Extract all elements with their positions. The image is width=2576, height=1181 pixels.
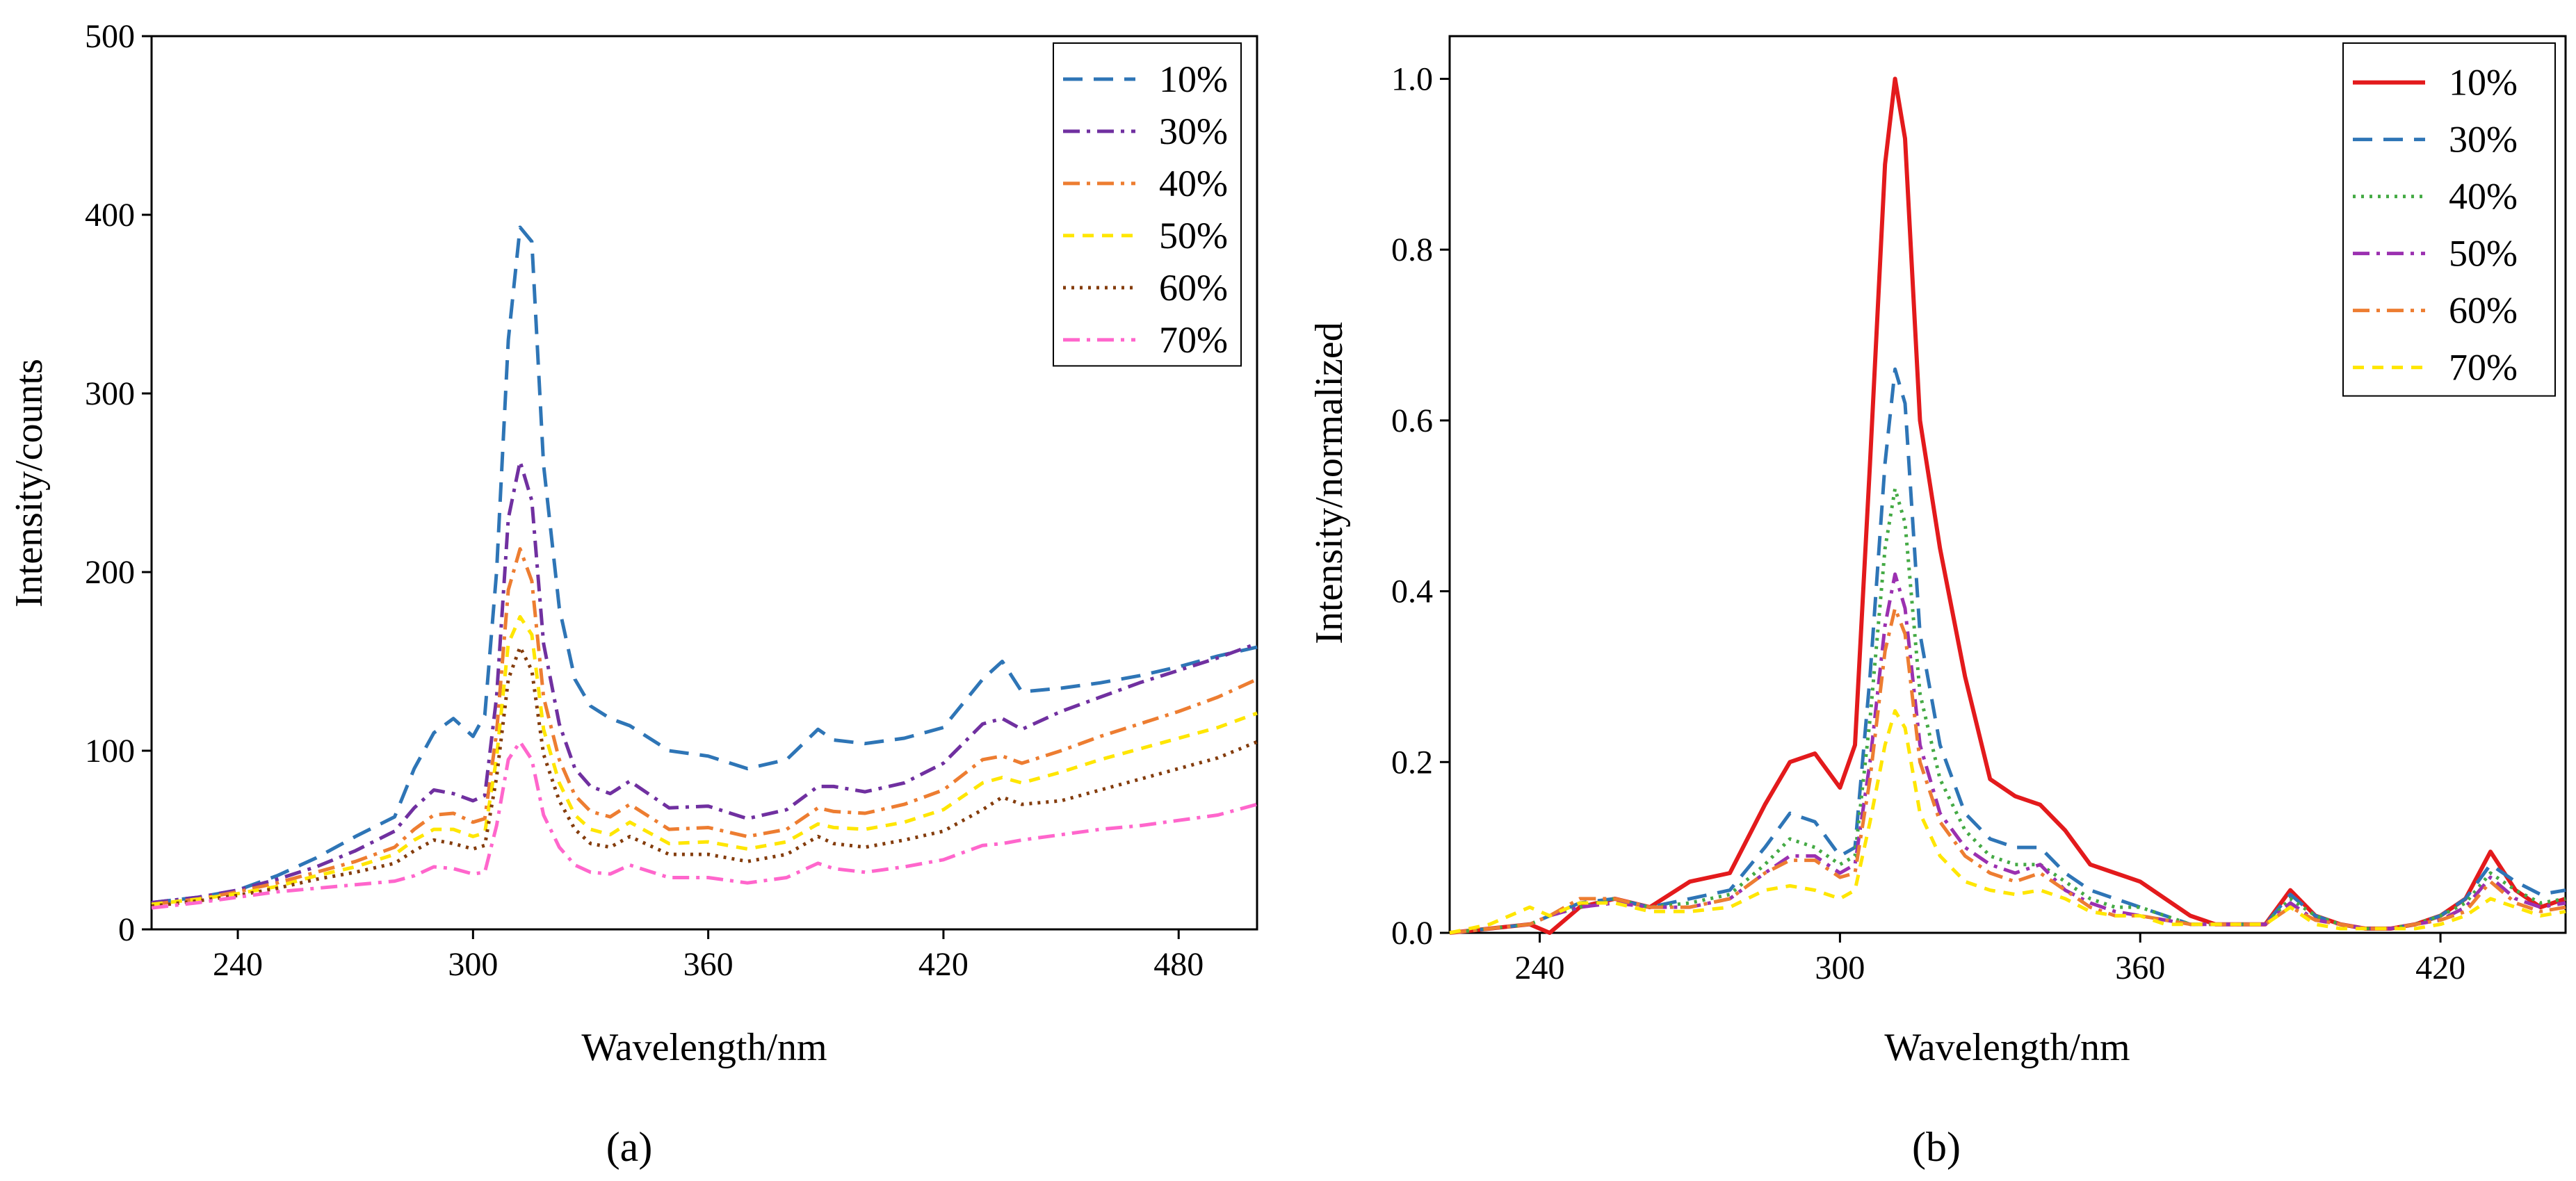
y-axis-title-b: Intensity/normalized: [1308, 322, 1351, 644]
y-tick-label: 300: [85, 375, 135, 412]
panel-label-a: (a): [606, 1124, 653, 1170]
y-tick-label: 0.6: [1391, 402, 1433, 439]
x-tick-label: 300: [448, 946, 498, 983]
legend-label: 60%: [2449, 290, 2518, 332]
y-tick-label: 200: [85, 554, 135, 591]
series-line-40pct: [151, 547, 1258, 906]
series-line-10pct: [151, 225, 1258, 904]
x-tick-label: 360: [2115, 950, 2165, 986]
y-tick-label: 100: [85, 733, 135, 769]
legend-label: 40%: [2449, 176, 2518, 218]
x-tick-label: 420: [918, 946, 969, 983]
plot-frame-a: [150, 35, 1258, 931]
legend-b: 10% 30% 40% 50% 60% 70%: [2342, 42, 2556, 397]
series-line-70pct: [1449, 709, 2566, 935]
legend-label: 10%: [1159, 58, 1228, 100]
x-tick-label: 240: [213, 946, 263, 983]
legend-label: 70%: [1159, 319, 1228, 361]
legend-a: 10% 30% 40% 50% 60% 70%: [1053, 42, 1242, 367]
legend-label: 70%: [2449, 347, 2518, 389]
y-tick-label: 0.8: [1391, 231, 1433, 268]
series-line-30pct: [1449, 367, 2566, 935]
legend-label: 50%: [1159, 215, 1228, 256]
series-line-50pct: [1449, 572, 2566, 935]
y-tick-label: 0.4: [1391, 573, 1433, 610]
x-axis-title-b: Wavelength/nm: [1884, 1026, 2130, 1069]
x-tick-label: 300: [1815, 950, 1865, 986]
y-tick-label: 0.0: [1391, 915, 1433, 952]
chart-panel-a: 0 100 200 300 400 500 240 300 360 420 480 Wavelen…: [8, 18, 1258, 1170]
legend-label: 60%: [1159, 267, 1228, 309]
x-tick-label: 420: [2415, 950, 2465, 986]
series-line-40pct: [1449, 487, 2566, 935]
legend-label: 30%: [2449, 119, 2518, 161]
y-tick-label: 500: [85, 18, 135, 55]
legend-label: 50%: [2449, 233, 2518, 275]
legend-box: [1053, 42, 1242, 367]
y-axis-title-a: Intensity/counts: [8, 359, 51, 608]
plot-frame-b: [1448, 35, 2567, 934]
legend-label: 10%: [2449, 62, 2518, 104]
legend-label: 30%: [1159, 111, 1228, 152]
y-tick-label: 1.0: [1391, 60, 1433, 97]
legend-box: [2342, 42, 2556, 397]
series-line-60pct: [1449, 606, 2566, 935]
chart-panel-b: 0.0 0.2 0.4 0.6 0.8 1.0 240 300 360 420 Waveleng…: [1308, 35, 2567, 1170]
series-line-60pct: [151, 645, 1258, 909]
series-line-70pct: [151, 740, 1258, 910]
x-tick-label: 360: [683, 946, 734, 983]
panel-label-b: (b): [1912, 1124, 1961, 1170]
y-tick-label: 0: [118, 911, 135, 948]
series-line-30pct: [151, 459, 1258, 904]
x-tick-label: 240: [1515, 950, 1565, 986]
y-tick-label: 0.2: [1391, 744, 1433, 781]
x-axis-title-a: Wavelength/nm: [581, 1026, 827, 1069]
series-line-50pct: [151, 614, 1258, 906]
x-tick-label: 480: [1153, 946, 1204, 983]
y-tick-label: 400: [85, 197, 135, 234]
legend-label: 40%: [1159, 163, 1228, 204]
